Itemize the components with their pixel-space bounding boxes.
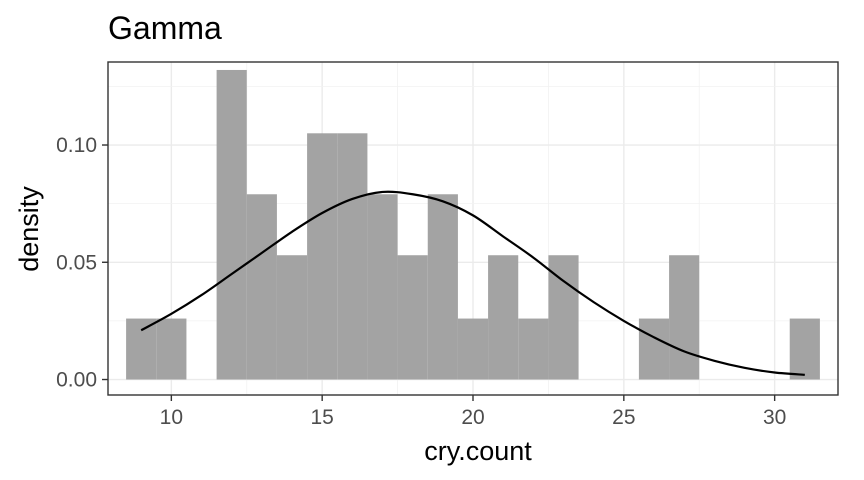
histogram-bar bbox=[246, 194, 277, 380]
histogram-bar bbox=[488, 255, 519, 380]
x-tick-label: 25 bbox=[612, 406, 635, 429]
chart-title: Gamma bbox=[108, 10, 222, 46]
histogram-bar bbox=[216, 69, 247, 380]
histogram-bar bbox=[337, 133, 368, 380]
histogram-bar bbox=[367, 194, 398, 380]
histogram-bar bbox=[126, 318, 157, 380]
histogram-bar bbox=[457, 318, 489, 380]
histogram-bars bbox=[126, 69, 820, 380]
y-axis-label: density bbox=[14, 186, 44, 272]
x-tick-label: 15 bbox=[310, 406, 333, 429]
axes: 10 15 20 25 30 0.00 0.05 0.10 bbox=[56, 134, 786, 429]
histogram-bar bbox=[638, 318, 670, 380]
histogram-bar bbox=[518, 318, 549, 380]
x-axis-label: cry.count bbox=[424, 436, 532, 466]
x-tick-label: 10 bbox=[160, 406, 183, 429]
histogram-bar bbox=[427, 194, 458, 380]
density-curve bbox=[140, 190, 805, 376]
y-tick-label: 0.00 bbox=[56, 369, 97, 392]
x-tick-label: 20 bbox=[461, 406, 484, 429]
histogram-bar bbox=[669, 255, 700, 380]
histogram-bar bbox=[307, 133, 338, 380]
histogram-bar bbox=[156, 318, 187, 380]
histogram-bar bbox=[548, 255, 579, 380]
histogram-bar bbox=[276, 255, 308, 380]
y-tick-label: 0.05 bbox=[56, 251, 97, 274]
histogram-bar bbox=[397, 255, 428, 380]
histogram-bar bbox=[789, 318, 820, 380]
x-tick-label: 30 bbox=[763, 406, 786, 429]
y-tick-label: 0.10 bbox=[56, 134, 97, 157]
